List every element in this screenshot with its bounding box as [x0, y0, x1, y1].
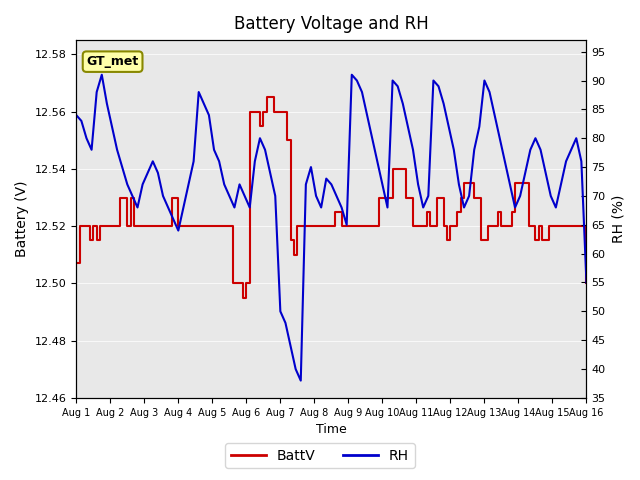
Text: GT_met: GT_met — [86, 55, 139, 68]
RH — [297, 378, 305, 384]
BattV — [388, 166, 396, 172]
BattV — [436, 195, 444, 201]
BattV — [72, 261, 80, 266]
X-axis label: Time: Time — [316, 423, 347, 436]
BattV — [582, 280, 590, 286]
BattV — [403, 195, 410, 201]
RH — [388, 78, 396, 84]
RH — [113, 147, 121, 153]
RH — [440, 101, 447, 107]
BattV — [239, 295, 247, 300]
Line: BattV: BattV — [76, 97, 586, 298]
RH — [317, 204, 325, 210]
BattV — [256, 123, 264, 129]
RH — [205, 112, 212, 118]
Legend: BattV, RH: BattV, RH — [225, 443, 415, 468]
Line: RH: RH — [76, 75, 586, 381]
Y-axis label: RH (%): RH (%) — [611, 195, 625, 243]
RH — [582, 280, 590, 286]
BattV — [263, 95, 271, 100]
RH — [98, 72, 106, 78]
Y-axis label: Battery (V): Battery (V) — [15, 181, 29, 257]
Title: Battery Voltage and RH: Battery Voltage and RH — [234, 15, 429, 33]
RH — [72, 112, 80, 118]
RH — [465, 193, 473, 199]
BattV — [328, 223, 335, 229]
BattV — [579, 223, 587, 229]
